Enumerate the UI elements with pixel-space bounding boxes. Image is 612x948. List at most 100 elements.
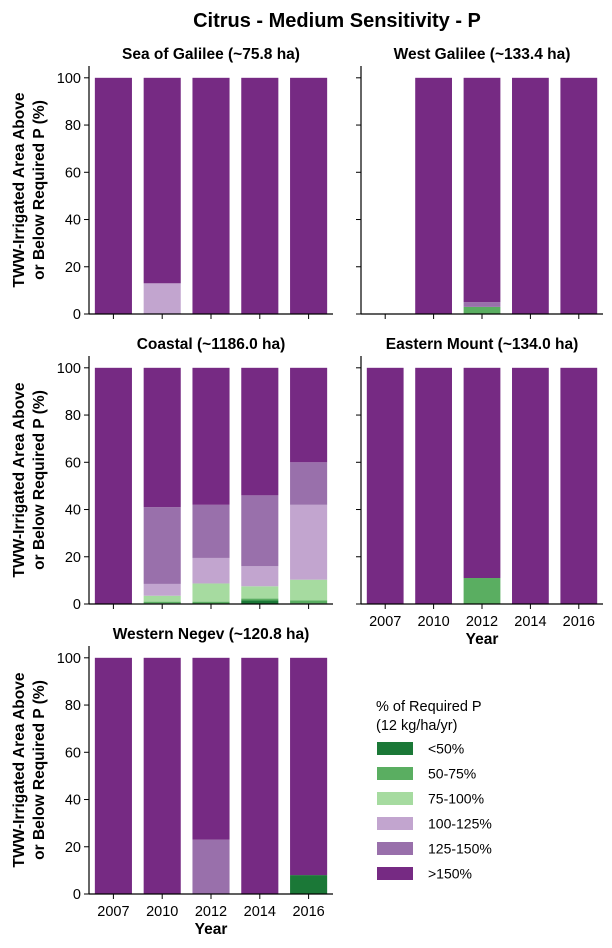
legend-item-label: 125-150% bbox=[428, 841, 492, 857]
bar-2010->150% bbox=[143, 657, 181, 894]
y-axis-label-line2: or Below Required P (%) bbox=[31, 390, 48, 570]
x-tick-label: 2014 bbox=[244, 904, 276, 920]
panel-title: Coastal (~1186.0 ha) bbox=[137, 336, 286, 353]
bar-2016->150% bbox=[560, 77, 598, 314]
bar-2010->150% bbox=[143, 367, 181, 508]
bar-2012->150% bbox=[192, 367, 230, 505]
bar-2014->150% bbox=[512, 367, 549, 604]
y-tick-label: 40 bbox=[65, 213, 81, 229]
x-tick-label: 2010 bbox=[417, 614, 449, 630]
panel-3: 0 20 40 60 80 100 Coastal (~1186.0 ha) TWW-Irri… bbox=[11, 336, 333, 613]
legend-swatch bbox=[377, 792, 413, 805]
y-tick-label: 40 bbox=[65, 793, 81, 809]
bar-2016->150% bbox=[290, 77, 328, 314]
legend-swatch bbox=[377, 817, 413, 830]
bar-2010-50-75% bbox=[143, 601, 181, 604]
x-tick-label: 2016 bbox=[292, 904, 324, 920]
chart-panels: 0 20 40 60 80 100 Sea of Galilee (~75.8 ha) TWW… bbox=[11, 46, 603, 938]
y-tick-label: 60 bbox=[65, 165, 81, 181]
bar-2012-100-125% bbox=[192, 557, 230, 584]
bar-2012-50-75% bbox=[192, 601, 230, 604]
y-axis-label-line2: or Below Required P (%) bbox=[31, 100, 48, 280]
bar-2014->150% bbox=[512, 77, 549, 314]
bar-2016->150% bbox=[560, 367, 598, 604]
panel-4: 2007 2010 2012 2014 2016 Eastern Mount (~134.… bbox=[356, 336, 603, 648]
bar-2012-125-150% bbox=[192, 504, 230, 558]
bar-2012->150% bbox=[192, 657, 230, 840]
bar-2010->150% bbox=[415, 77, 452, 314]
legend-item-label: <50% bbox=[428, 741, 464, 757]
y-tick-label: 20 bbox=[65, 840, 81, 856]
bar-2007->150% bbox=[366, 367, 404, 604]
bar-2014-50-75% bbox=[241, 598, 279, 601]
bar-2012->150% bbox=[463, 77, 501, 303]
bar-2016->150% bbox=[290, 367, 328, 463]
legend-swatch bbox=[377, 767, 413, 780]
legend-item-label: 100-125% bbox=[428, 816, 492, 832]
legend-swatch bbox=[377, 842, 413, 855]
bar-2012->150% bbox=[192, 77, 230, 314]
x-tick-label: 2016 bbox=[563, 614, 595, 630]
x-axis-label: Year bbox=[195, 921, 228, 938]
bar-2012-50-75% bbox=[463, 306, 501, 314]
y-tick-label: 100 bbox=[57, 651, 81, 667]
legend-swatch bbox=[377, 742, 413, 755]
y-tick-label: 0 bbox=[73, 307, 81, 323]
panel-title: Eastern Mount (~134.0 ha) bbox=[386, 336, 579, 353]
legend-item-label: 50-75% bbox=[428, 766, 476, 782]
x-tick-label: 2010 bbox=[146, 904, 178, 920]
panel-title: Western Negev (~120.8 ha) bbox=[113, 626, 310, 643]
bar-2014-75-100% bbox=[241, 586, 279, 599]
bar-2016-75-100% bbox=[290, 579, 328, 601]
bar-2007->150% bbox=[94, 367, 132, 604]
x-tick-label: 2012 bbox=[466, 614, 498, 630]
panel-title: West Galilee (~133.4 ha) bbox=[394, 46, 571, 63]
panel-1: 0 20 40 60 80 100 Sea of Galilee (~75.8 ha) TWW… bbox=[11, 46, 333, 323]
bar-2014-100-125% bbox=[241, 566, 279, 587]
y-tick-label: 60 bbox=[65, 745, 81, 761]
bar-2014-125-150% bbox=[241, 495, 279, 567]
figure-title: Citrus - Medium Sensitivity - P bbox=[193, 10, 481, 32]
bar-2010-100-125% bbox=[143, 283, 181, 314]
bar-2016->150% bbox=[290, 657, 328, 876]
y-tick-label: 0 bbox=[73, 597, 81, 613]
y-tick-label: 100 bbox=[57, 71, 81, 87]
legend-title-line2: (12 kg/ha/yr) bbox=[376, 718, 457, 734]
legend-swatch bbox=[377, 867, 413, 880]
bar-2007->150% bbox=[94, 77, 132, 314]
x-tick-label: 2007 bbox=[97, 904, 129, 920]
legend-title-line1: % of Required P bbox=[376, 699, 482, 715]
legend-item-label: 75-100% bbox=[428, 791, 484, 807]
bar-2012-50-75% bbox=[463, 578, 501, 604]
bar-2012-125-150% bbox=[463, 302, 501, 307]
y-axis-label-line1: TWW-Irrigated Area Above bbox=[11, 92, 28, 287]
bar-2014->150% bbox=[241, 367, 279, 496]
y-tick-label: 0 bbox=[73, 887, 81, 903]
bar-2010->150% bbox=[143, 77, 181, 284]
bar-2010-125-150% bbox=[143, 507, 181, 584]
y-tick-label: 80 bbox=[65, 408, 81, 424]
x-tick-label: 2012 bbox=[195, 904, 227, 920]
bar-2014-<50% bbox=[241, 600, 279, 604]
y-tick-label: 20 bbox=[65, 260, 81, 276]
bar-2012-125-150% bbox=[192, 839, 230, 894]
bar-2012->150% bbox=[463, 367, 501, 579]
bar-2010->150% bbox=[415, 367, 452, 604]
y-tick-label: 80 bbox=[65, 698, 81, 714]
bar-2007->150% bbox=[94, 657, 132, 894]
bar-2012-75-100% bbox=[192, 583, 230, 602]
y-tick-label: 100 bbox=[57, 361, 81, 377]
bar-2016-125-150% bbox=[290, 462, 328, 505]
bar-2016-<50% bbox=[290, 875, 328, 894]
y-tick-label: 80 bbox=[65, 118, 81, 134]
bar-2016-100-125% bbox=[290, 504, 328, 580]
panel-2: West Galilee (~133.4 ha) bbox=[356, 46, 603, 319]
y-tick-label: 20 bbox=[65, 550, 81, 566]
y-axis-label-line1: TWW-Irrigated Area Above bbox=[11, 382, 28, 577]
legend-item-label: >150% bbox=[428, 866, 472, 882]
x-axis-label: Year bbox=[466, 631, 499, 648]
y-tick-label: 40 bbox=[65, 503, 81, 519]
legend: % of Required P (12 kg/ha/yr) <50% 50-75%… bbox=[376, 699, 492, 882]
bar-2014->150% bbox=[241, 77, 279, 314]
